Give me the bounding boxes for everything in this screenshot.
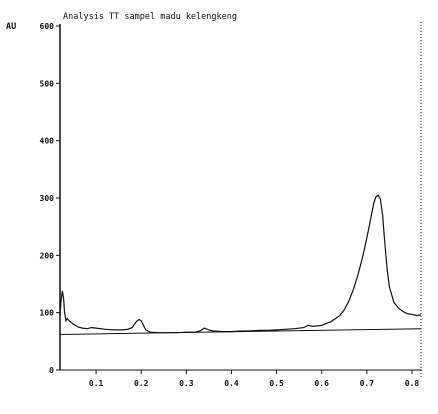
y-tick-label: 0 bbox=[49, 366, 54, 375]
x-tick-label: 0.2 bbox=[134, 379, 149, 388]
y-tick-label: 400 bbox=[40, 137, 55, 146]
x-tick-label: 0.3 bbox=[179, 379, 194, 388]
y-tick-label: 500 bbox=[40, 79, 55, 88]
chart-title: Analysis TT sampel madu kelengkeng bbox=[63, 12, 237, 22]
y-tick-label: 200 bbox=[40, 251, 55, 260]
x-tick-label: 0.6 bbox=[314, 379, 329, 388]
x-tick-label: 0.5 bbox=[269, 379, 284, 388]
y-tick-label: 100 bbox=[40, 309, 55, 318]
x-tick-label: 0.4 bbox=[224, 379, 239, 388]
x-axis-ticks: 0.1 0.2 0.3 0.4 0.5 0.6 0.7 0.8 bbox=[89, 370, 420, 388]
x-tick-label: 0.8 bbox=[405, 379, 420, 388]
y-tick-label: 600 bbox=[40, 22, 55, 31]
y-axis-ticks: 0 100 200 300 400 500 600 bbox=[40, 22, 60, 375]
x-tick-label: 0.1 bbox=[89, 379, 104, 388]
baseline-line bbox=[59, 328, 422, 335]
signal-trace-line bbox=[59, 194, 422, 334]
y-tick-label: 300 bbox=[40, 194, 55, 203]
y-axis-unit-label: AU bbox=[6, 22, 16, 32]
x-tick-label: 0.7 bbox=[360, 379, 375, 388]
